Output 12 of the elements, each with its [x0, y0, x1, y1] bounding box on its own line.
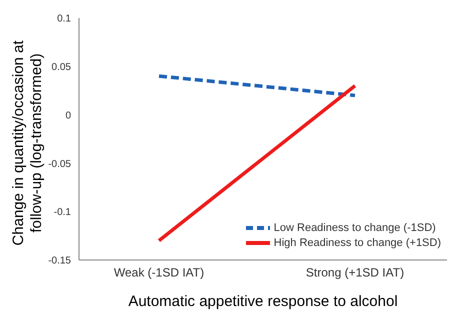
y-tick-label: 0	[65, 110, 72, 122]
x-tick-label: Strong (+1SD IAT)	[306, 266, 404, 280]
y-tick-label: -0.05	[48, 158, 72, 170]
y-tick-label: 0.05	[52, 62, 72, 73]
y-axis-title: Change in quantity/occasion at follow-up (log-transformed)	[10, 39, 46, 248]
x-tick-label: Weak (-1SD IAT)	[114, 266, 204, 280]
y-tick-label: 0.1	[57, 14, 72, 25]
legend-label: High Readiness to change (+1SD)	[274, 237, 441, 249]
legend-label: Low Readiness to change (-1SD)	[274, 222, 436, 234]
x-axis-title: Automatic appetitive response to alcohol	[128, 293, 398, 310]
y-tick-label: -0.1	[54, 207, 72, 218]
y-tick-label: -0.15	[48, 256, 72, 267]
